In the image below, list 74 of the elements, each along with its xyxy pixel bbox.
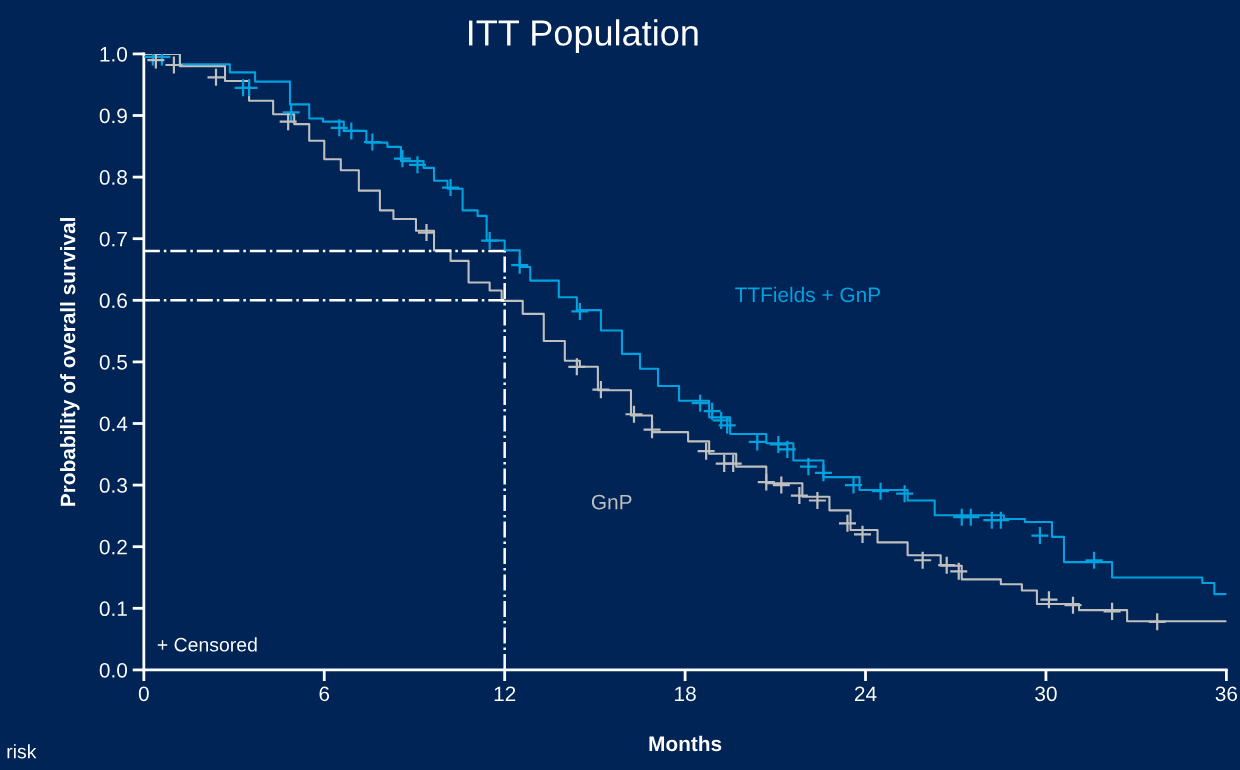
x-tick-label: 24 [854,686,877,701]
text: GnP [591,494,632,510]
point [961,507,981,527]
point [281,102,301,123]
y-tick-label: 0.9 [99,108,127,124]
chart-title: ITT Population [469,19,698,53]
point [164,55,184,75]
y-tick-label: 0.8 [99,170,127,185]
point [870,481,891,501]
point [756,472,776,492]
annotation: + Censored [157,637,257,652]
point [642,420,662,440]
y-tick-label: 0.0 [99,662,128,678]
point [570,301,590,321]
y-tick-label: 0.6 [99,293,127,309]
x-tick-label: 6 [319,686,330,702]
point [480,230,500,251]
point [771,475,791,495]
point [407,155,428,175]
y-tick-label: 0.5 [99,354,127,370]
point [1063,595,1083,615]
text: TTFields + GnP [735,286,880,303]
point [723,453,743,474]
point [717,415,737,435]
point [813,463,834,483]
point [949,561,969,581]
point [937,555,957,575]
point [239,78,259,98]
point [777,439,797,459]
point [696,441,716,461]
x-tick-label: 12 [494,686,516,701]
point [711,410,731,431]
point [1039,590,1059,610]
point [702,401,722,421]
y-tick-label: 0.4 [99,416,128,432]
point [789,485,809,506]
x-axis-title: Months [649,735,722,752]
point [341,121,361,141]
y-tick-label: 0.7 [99,231,127,247]
point [807,490,828,511]
point [991,510,1011,530]
point [843,475,864,495]
point [1147,612,1167,632]
point [392,149,413,169]
x-tick-label: 18 [675,686,696,702]
point [624,404,644,424]
x-tick-label: 30 [1035,686,1057,702]
point [1030,526,1050,546]
y-tick-label: 0.1 [99,601,127,617]
point [690,393,710,413]
x-tick-label: 36 [1215,686,1238,702]
y-tick-label: 0.2 [99,539,127,555]
point [362,132,382,152]
point [768,434,788,455]
text: risk [7,744,37,759]
point [1102,601,1122,621]
point [837,513,858,533]
point [913,550,933,570]
point [798,457,818,477]
point [278,112,298,132]
y-tick-label: 0.3 [99,478,127,493]
point [567,357,587,377]
point [852,524,873,544]
point [440,177,461,198]
point [1084,550,1104,570]
y-axis-title: Probability of overall survival [60,218,80,506]
point [747,432,767,452]
point [510,255,530,275]
point [329,118,349,138]
point [206,67,226,87]
x-tick-label: 0 [138,686,149,702]
point [895,484,915,504]
y-tick-label: 1.0 [100,46,128,62]
point [591,380,611,400]
